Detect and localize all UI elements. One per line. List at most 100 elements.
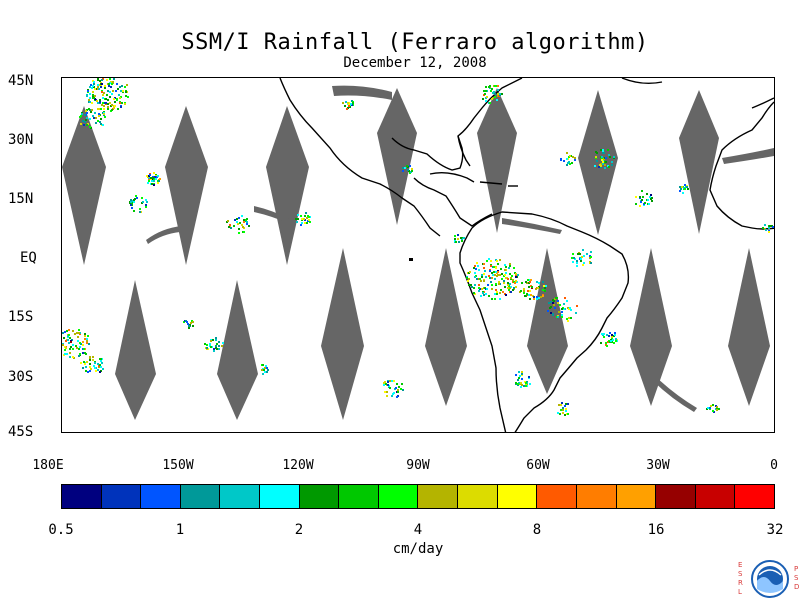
rain-pixel xyxy=(586,253,588,255)
rain-pixel xyxy=(75,345,77,347)
rain-pixel xyxy=(542,289,544,291)
rain-pixel xyxy=(68,329,70,331)
rain-pixel xyxy=(84,352,86,354)
rain-pixel xyxy=(265,365,267,367)
rain-pixel xyxy=(496,275,498,277)
rain-pixel xyxy=(567,320,569,322)
logo-letter: E xyxy=(738,561,743,569)
rain-pixel xyxy=(87,90,89,92)
rain-pixel xyxy=(572,253,574,255)
rain-pixel xyxy=(651,197,653,199)
rain-pixel xyxy=(681,186,683,188)
rain-pixel xyxy=(241,224,243,226)
rain-pixel xyxy=(62,332,64,334)
rain-pixel xyxy=(206,344,208,346)
rain-pixel xyxy=(491,288,493,290)
rain-pixel xyxy=(389,387,391,389)
rain-pixel xyxy=(62,344,64,346)
rain-pixel xyxy=(495,289,497,291)
logo-letter: S xyxy=(794,574,799,582)
lat-label-45s: 45S xyxy=(8,424,34,440)
no-data-swath xyxy=(266,106,309,265)
colorbar-swatch xyxy=(497,485,538,508)
rain-pixel xyxy=(234,219,236,221)
rain-pixel xyxy=(94,88,96,90)
island-galapagos xyxy=(409,258,413,261)
rain-pixel xyxy=(497,263,499,265)
rain-pixel xyxy=(529,281,531,283)
rain-pixel xyxy=(83,361,85,363)
rain-pixel xyxy=(139,211,141,213)
rain-pixel xyxy=(159,178,161,180)
rain-pixel xyxy=(236,221,238,223)
rain-pixel xyxy=(483,267,485,269)
rain-pixel xyxy=(569,155,571,157)
rain-pixel xyxy=(583,255,585,257)
rain-pixel xyxy=(768,227,770,229)
rain-pixel xyxy=(118,94,120,96)
rain-pixel xyxy=(401,383,403,385)
rain-pixel xyxy=(712,404,714,406)
rain-pixel xyxy=(109,91,111,93)
rain-pixel xyxy=(470,284,472,286)
rain-pixel xyxy=(542,281,544,283)
logo-letter: S xyxy=(738,570,743,578)
rain-pixel xyxy=(484,93,486,95)
rain-pixel xyxy=(345,101,347,103)
rain-pixel xyxy=(188,327,190,329)
rain-pixel xyxy=(297,214,299,216)
rain-pixel xyxy=(104,87,106,89)
rain-pixel xyxy=(153,172,155,174)
rain-pixel xyxy=(564,297,566,299)
rain-pixel xyxy=(99,121,101,123)
rain-pixel xyxy=(605,342,607,344)
lat-label-45n: 45N xyxy=(8,73,34,89)
rain-pixel xyxy=(495,85,497,87)
rain-pixel xyxy=(646,193,648,195)
rain-pixel xyxy=(78,355,80,357)
rain-pixel xyxy=(107,103,109,105)
rain-pixel xyxy=(482,292,484,294)
rain-pixel xyxy=(560,404,562,406)
rain-pixel xyxy=(515,280,517,282)
rain-pixel xyxy=(608,335,610,337)
rain-pixel xyxy=(590,262,592,264)
rain-pixel xyxy=(90,84,92,86)
rain-pixel xyxy=(133,201,135,203)
rain-pixel xyxy=(601,159,603,161)
rain-pixel xyxy=(523,292,525,294)
rain-pixel xyxy=(540,296,542,298)
rain-pixel xyxy=(565,410,567,412)
rain-pixel xyxy=(218,341,220,343)
rain-pixel xyxy=(402,389,404,391)
rain-pixel xyxy=(550,312,552,314)
rain-pixel xyxy=(69,352,71,354)
rain-pixel xyxy=(228,226,230,228)
rain-pixel xyxy=(567,413,569,415)
rain-pixel xyxy=(508,267,510,269)
rain-pixel xyxy=(561,311,563,313)
rain-pixel xyxy=(562,407,564,409)
rain-pixel xyxy=(148,180,150,182)
rain-pixel xyxy=(115,90,117,92)
rain-pixel xyxy=(82,352,84,354)
rain-pixel xyxy=(566,158,568,160)
rain-pixel xyxy=(94,95,96,97)
rain-pixel xyxy=(515,374,517,376)
rain-pixel xyxy=(90,368,92,370)
rain-pixel xyxy=(141,197,143,199)
rain-pixel xyxy=(515,382,517,384)
rain-pixel xyxy=(157,182,159,184)
rain-pixel xyxy=(111,104,113,106)
rain-pixel xyxy=(78,329,80,331)
rain-pixel xyxy=(558,311,560,313)
rain-pixel xyxy=(507,282,509,284)
rain-pixel xyxy=(505,294,507,296)
rain-pixel xyxy=(121,85,123,87)
rain-pixel xyxy=(582,249,584,251)
no-data-swath xyxy=(578,90,618,235)
rain-pixel xyxy=(110,86,112,88)
rain-pixel xyxy=(566,300,568,302)
rain-pixel xyxy=(611,164,613,166)
rain-pixel xyxy=(604,164,606,166)
